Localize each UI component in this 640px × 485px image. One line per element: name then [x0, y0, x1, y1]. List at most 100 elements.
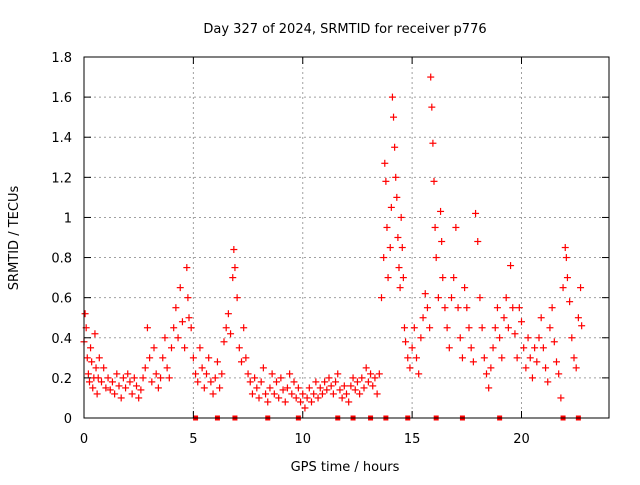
data-point	[378, 294, 385, 302]
data-point	[268, 370, 276, 378]
data-point	[240, 324, 248, 332]
data-point	[467, 344, 475, 352]
data-point	[172, 304, 180, 312]
data-point	[266, 384, 274, 392]
data-point	[163, 364, 171, 372]
data-point	[437, 207, 445, 215]
data-point	[235, 344, 243, 352]
data-point	[542, 364, 550, 372]
data-point	[390, 113, 398, 121]
data-point	[578, 322, 586, 330]
data-point	[430, 177, 438, 185]
data-point	[515, 304, 523, 312]
data-point	[454, 304, 462, 312]
data-point	[200, 384, 208, 392]
data-point	[203, 370, 210, 378]
data-point	[257, 378, 265, 386]
data-point	[286, 370, 294, 378]
data-point	[238, 358, 245, 366]
data-point	[196, 344, 204, 352]
data-point	[480, 354, 488, 362]
data-point	[170, 324, 178, 332]
data-point	[570, 354, 578, 362]
data-point	[277, 374, 285, 382]
data-point	[419, 314, 427, 322]
data-point	[423, 304, 431, 312]
data-point	[380, 254, 388, 262]
data-point	[318, 390, 326, 398]
data-point	[194, 378, 202, 386]
data-point	[483, 370, 490, 378]
data-point	[353, 378, 361, 386]
data-point	[458, 354, 466, 362]
data-point	[321, 378, 329, 386]
data-point	[185, 314, 193, 322]
data-point	[347, 382, 355, 390]
data-point	[222, 324, 230, 332]
data-point	[504, 324, 512, 332]
data-point	[367, 370, 375, 378]
data-point	[535, 334, 543, 342]
data-point	[386, 244, 394, 252]
data-point	[218, 370, 226, 378]
data-point	[360, 384, 368, 392]
y-axis-label: SRMTID / TECUs	[7, 186, 22, 291]
data-point	[364, 378, 372, 386]
ticks-layer: 0 0.2 0.4 0.6 0.8 1 1.2 1.4 1.6 1.8 0 5 10 15 20	[51, 51, 609, 447]
data-point	[406, 364, 414, 372]
data-point	[154, 384, 162, 392]
data-point	[476, 294, 484, 302]
data-point	[343, 390, 350, 398]
data-point	[146, 354, 154, 362]
y-tick-label: 0	[64, 412, 72, 427]
data-point	[396, 284, 404, 292]
data-point	[345, 398, 353, 406]
y-tick-label: 0.2	[51, 372, 72, 387]
data-point	[329, 390, 337, 398]
data-point	[168, 344, 175, 352]
data-layer	[80, 73, 586, 421]
data-point	[230, 246, 238, 254]
data-point	[187, 324, 195, 332]
data-point	[106, 386, 114, 394]
data-point	[336, 386, 344, 394]
data-point	[102, 384, 110, 392]
data-point	[178, 318, 186, 326]
data-point	[428, 103, 436, 111]
data-point	[283, 384, 291, 392]
data-point	[308, 398, 315, 406]
data-point	[137, 386, 145, 394]
data-point	[553, 358, 560, 366]
data-point	[334, 370, 342, 378]
x-tick-label: 10	[294, 432, 311, 447]
data-point	[176, 284, 184, 292]
x-tick-label: 0	[80, 432, 88, 447]
data-point	[211, 374, 219, 382]
data-point	[213, 358, 221, 366]
data-point	[292, 394, 300, 402]
data-point	[89, 384, 97, 392]
grid-layer	[84, 57, 609, 418]
data-point	[84, 370, 92, 378]
data-point	[429, 139, 437, 147]
y-tick-label: 1.8	[51, 51, 72, 66]
data-point	[398, 244, 406, 252]
data-point	[294, 384, 302, 392]
data-point	[387, 203, 395, 211]
data-point	[415, 370, 423, 378]
data-point	[100, 364, 108, 372]
data-point	[299, 390, 307, 398]
data-point	[397, 213, 405, 221]
data-point	[115, 382, 123, 390]
data-point	[259, 364, 267, 372]
data-point	[362, 364, 370, 372]
data-point	[548, 304, 556, 312]
data-point	[562, 254, 570, 262]
data-point	[410, 324, 418, 332]
data-point	[469, 358, 477, 366]
data-point	[434, 294, 442, 302]
data-point	[303, 394, 311, 402]
data-point	[130, 374, 138, 382]
